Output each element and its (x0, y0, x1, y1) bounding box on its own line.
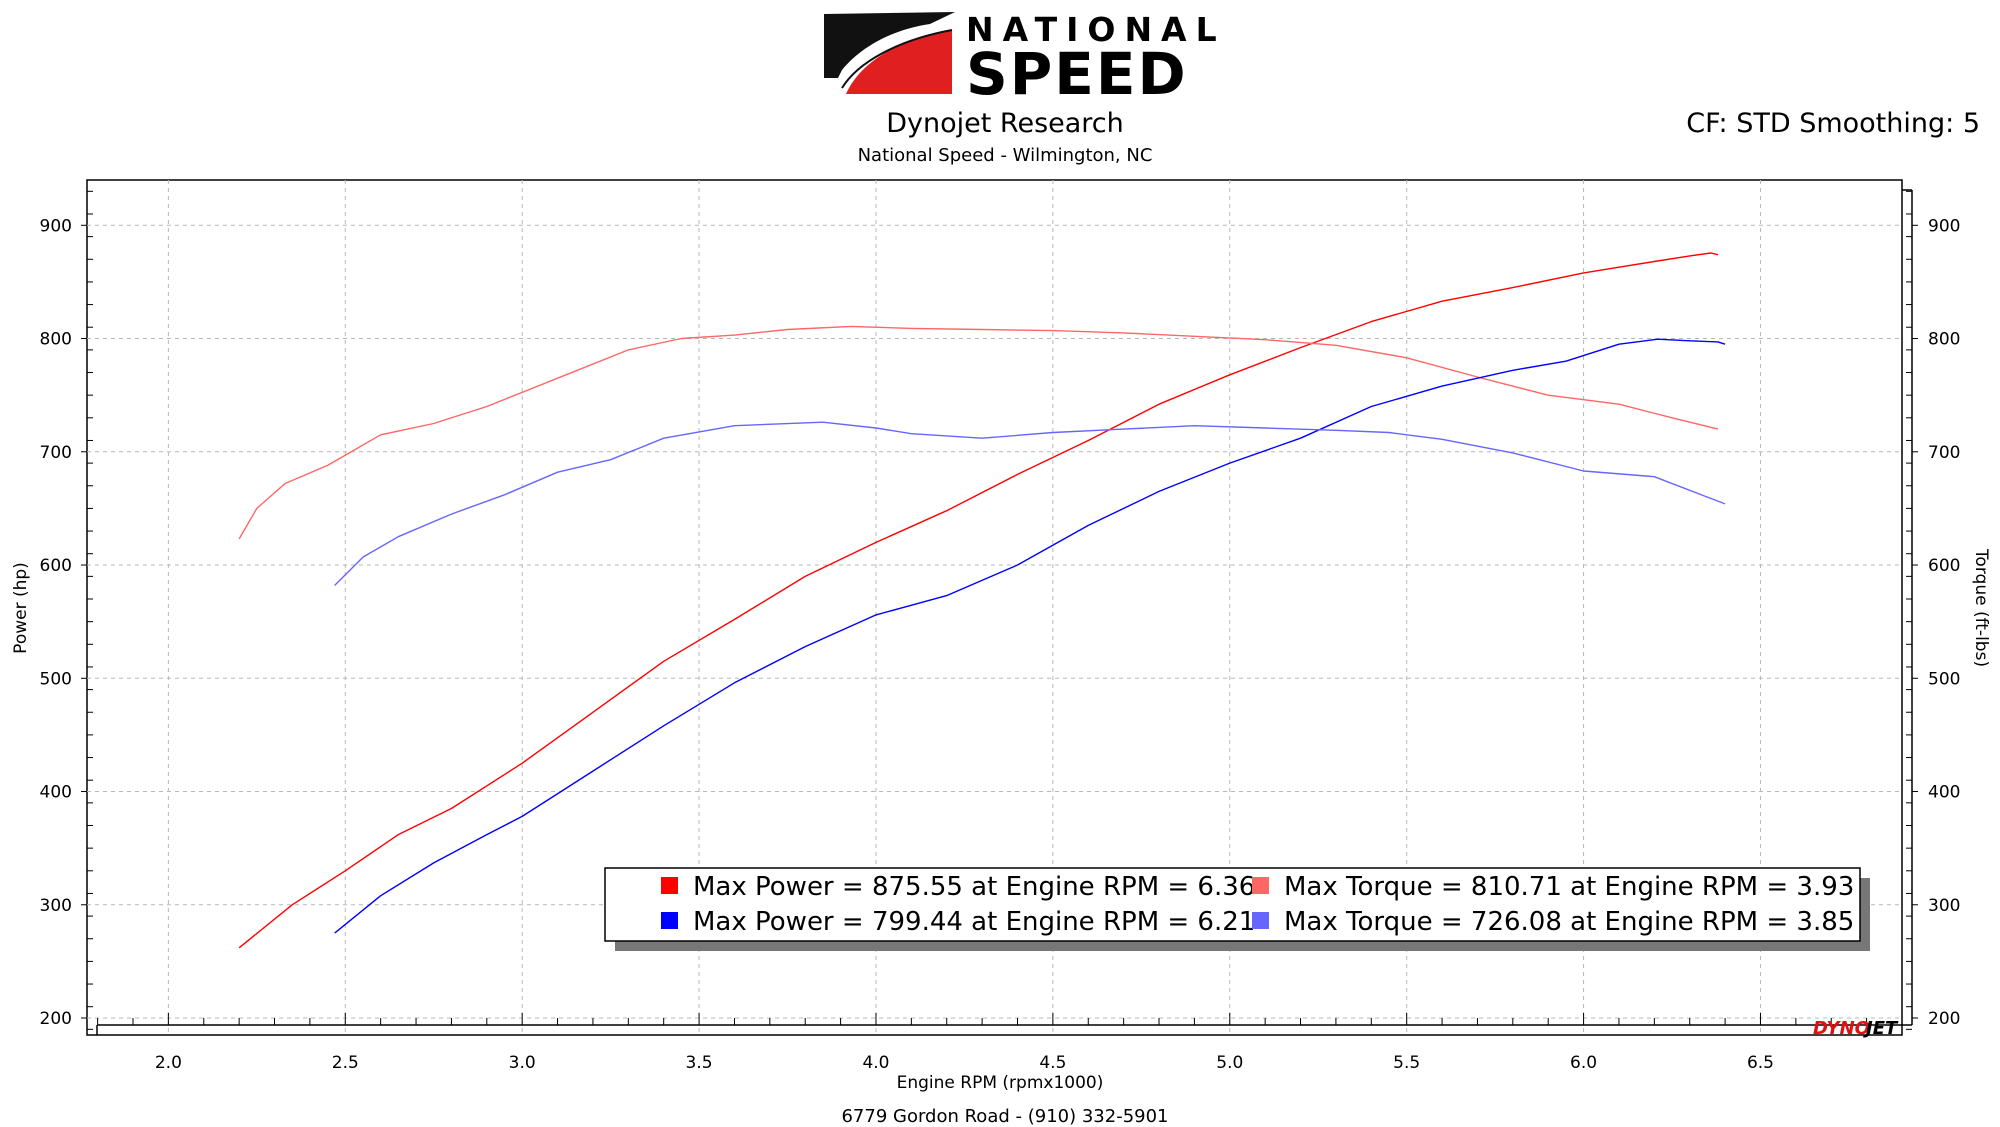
x-tick-label: 6.5 (1747, 1053, 1774, 1073)
y-tick-label-right: 600 (1928, 556, 1960, 576)
dynojet-watermark: DYNO JET (1813, 1018, 1899, 1039)
series-layer (238, 252, 1726, 949)
y-tick-label-left: 400 (40, 783, 72, 803)
y-tick-label-left: 300 (40, 896, 72, 916)
logo-text-national: NATIONAL (966, 10, 1226, 49)
y-axis-title-right: Torque (ft-lbs) (1971, 548, 1991, 667)
legend-label-run2-torque: Max Torque = 726.08 at Engine RPM = 3.85 (1284, 907, 1854, 937)
y-axis-title-left: Power (hp) (11, 562, 31, 654)
brand-jet: JET (1863, 1018, 1899, 1039)
logo-swoosh-icon (824, 12, 955, 94)
series-line-run1_torque (238, 325, 1719, 540)
chart-subtitle: National Speed - Wilmington, NC (857, 145, 1153, 166)
y-tick-label-right: 700 (1928, 443, 1960, 463)
y-tick-label-left: 500 (40, 669, 72, 689)
y-tick-label-left: 600 (40, 556, 72, 576)
x-tick-label: 5.0 (1216, 1053, 1243, 1073)
x-tick-label: 6.0 (1570, 1053, 1597, 1073)
y-tick-label-right: 300 (1928, 896, 1960, 916)
y-tick-label-right: 200 (1928, 1009, 1960, 1029)
x-tick-label: 2.0 (155, 1053, 182, 1073)
brand-dyno: DYNO (1813, 1018, 1870, 1039)
correction-settings: CF: STD Smoothing: 5 (1686, 108, 1980, 139)
chart-title: Dynojet Research (886, 108, 1124, 139)
legend-swatch-run2-torque (1252, 912, 1269, 929)
legend-swatch-run2-power (661, 912, 678, 929)
legend-label-run2-power: Max Power = 799.44 at Engine RPM = 6.21 (693, 907, 1255, 937)
y-tick-label-right: 500 (1928, 669, 1960, 689)
series-line-run1_power (238, 252, 1719, 949)
y-tick-label-left: 200 (40, 1009, 72, 1029)
x-tick-label: 4.0 (862, 1053, 889, 1073)
y-tick-label-right: 900 (1928, 216, 1960, 236)
legend-swatch-run1-torque (1252, 877, 1269, 894)
series-line-run2_power (334, 338, 1726, 934)
legend-label-run1-power: Max Power = 875.55 at Engine RPM = 6.36 (693, 872, 1255, 902)
y-tick-label-right: 400 (1928, 783, 1960, 803)
y-tick-label-left: 700 (40, 443, 72, 463)
legend-swatch-run1-power (661, 877, 678, 894)
x-tick-label: 3.0 (509, 1053, 536, 1073)
series-line-run2_torque (334, 421, 1726, 586)
x-tick-label: 5.5 (1393, 1053, 1420, 1073)
axes-layer: 2.0 2.5 3.0 3.5 4.0 4.5 5.0 5.5 6.0 6.5 200 200 300 3… (40, 189, 1960, 1073)
y-tick-label-right: 800 (1928, 330, 1960, 350)
x-axis-title: Engine RPM (rpmx1000) (897, 1073, 1104, 1093)
x-tick-label: 2.5 (332, 1053, 359, 1073)
x-tick-label: 3.5 (686, 1053, 713, 1073)
national-speed-logo: NATIONAL SPEED (820, 8, 1217, 108)
legend-label-run1-torque: Max Torque = 810.71 at Engine RPM = 3.93 (1284, 872, 1854, 902)
footer-address: 6779 Gordon Road - (910) 332-5901 (841, 1106, 1169, 1127)
x-tick-label: 4.5 (1039, 1053, 1066, 1073)
legend-box (604, 867, 1861, 942)
logo-text-speed: SPEED (966, 40, 1188, 108)
y-tick-label-left: 800 (40, 330, 72, 350)
y-tick-label-left: 900 (40, 216, 72, 236)
legend: Max Power = 875.55 at Engine RPM = 6.36 … (604, 867, 1870, 951)
